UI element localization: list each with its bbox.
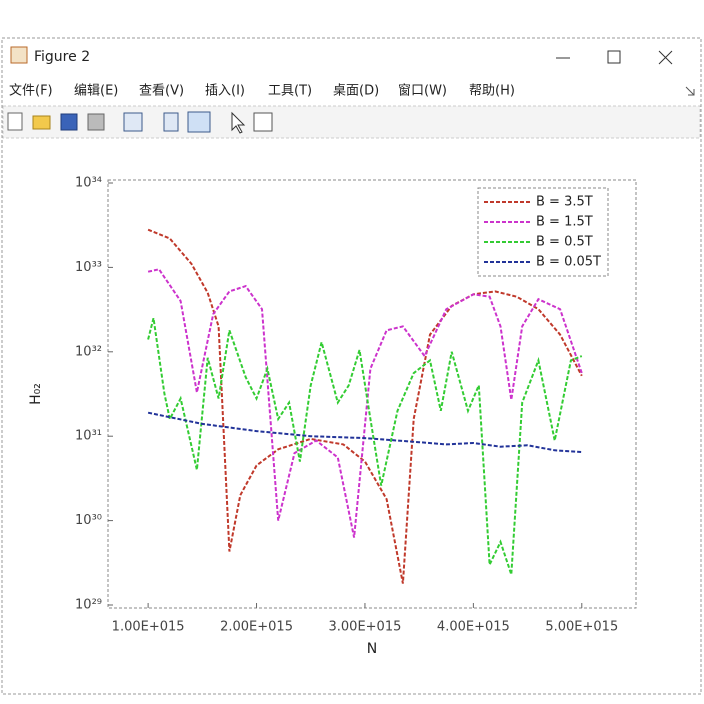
x-tick-label: 5.00E+015 bbox=[545, 620, 618, 635]
legend-label: B = 3.5T bbox=[536, 195, 593, 210]
menu-item[interactable]: 桌面(D) bbox=[333, 84, 379, 99]
open-icon[interactable] bbox=[32, 115, 51, 130]
toolbar-icons bbox=[7, 111, 273, 134]
y-tick-label: 10³¹ bbox=[75, 429, 102, 444]
y-tick-label: 10³² bbox=[75, 344, 102, 359]
x-tick-label: 1.00E+015 bbox=[112, 620, 185, 635]
save-icon[interactable] bbox=[60, 113, 78, 131]
x-tick-label: 2.00E+015 bbox=[220, 620, 293, 635]
menu-item[interactable]: 查看(V) bbox=[139, 83, 184, 99]
menu-item[interactable]: 窗口(W) bbox=[398, 83, 447, 99]
menu-item[interactable]: 帮助(H) bbox=[469, 84, 515, 99]
print-icon[interactable] bbox=[87, 113, 105, 131]
link-icon[interactable] bbox=[123, 112, 143, 132]
menu-item[interactable]: 编辑(E) bbox=[74, 84, 118, 99]
y-tick-label: 10³⁴ bbox=[75, 176, 102, 191]
window-frame bbox=[1, 37, 702, 695]
legend-label: B = 0.05T bbox=[536, 255, 601, 270]
toolbar bbox=[2, 105, 701, 139]
property-icon[interactable] bbox=[253, 112, 273, 132]
y-tick-label: 10³³ bbox=[75, 260, 102, 275]
series-line bbox=[147, 411, 582, 453]
dock-arrow[interactable] bbox=[685, 86, 695, 96]
series-line bbox=[147, 317, 583, 575]
series-line bbox=[147, 228, 583, 584]
maximize-button[interactable] bbox=[607, 50, 621, 64]
app-icon bbox=[10, 46, 28, 64]
legend-label: B = 1.5T bbox=[536, 215, 593, 230]
window-title: Figure 2 bbox=[34, 49, 90, 65]
legend-label: B = 0.5T bbox=[536, 235, 593, 250]
y-axis-label: H₀₂ bbox=[28, 383, 44, 405]
colorbar-icon[interactable] bbox=[163, 112, 179, 132]
menu-item[interactable]: 工具(T) bbox=[268, 84, 312, 99]
legend-icon[interactable] bbox=[187, 111, 211, 133]
menu-item[interactable]: 文件(F) bbox=[9, 84, 53, 99]
y-tick-label: 10³⁰ bbox=[75, 513, 102, 528]
x-tick-label: 3.00E+015 bbox=[329, 620, 402, 635]
y-tick-label: 10²⁹ bbox=[75, 598, 102, 613]
x-axis-label: N bbox=[367, 641, 377, 657]
new-icon[interactable] bbox=[7, 112, 23, 131]
pointer-icon[interactable] bbox=[231, 111, 246, 134]
menu-item[interactable]: 插入(I) bbox=[205, 84, 245, 99]
close-button[interactable] bbox=[658, 50, 673, 65]
x-tick-label: 4.00E+015 bbox=[437, 620, 510, 635]
axes-box bbox=[107, 179, 637, 609]
